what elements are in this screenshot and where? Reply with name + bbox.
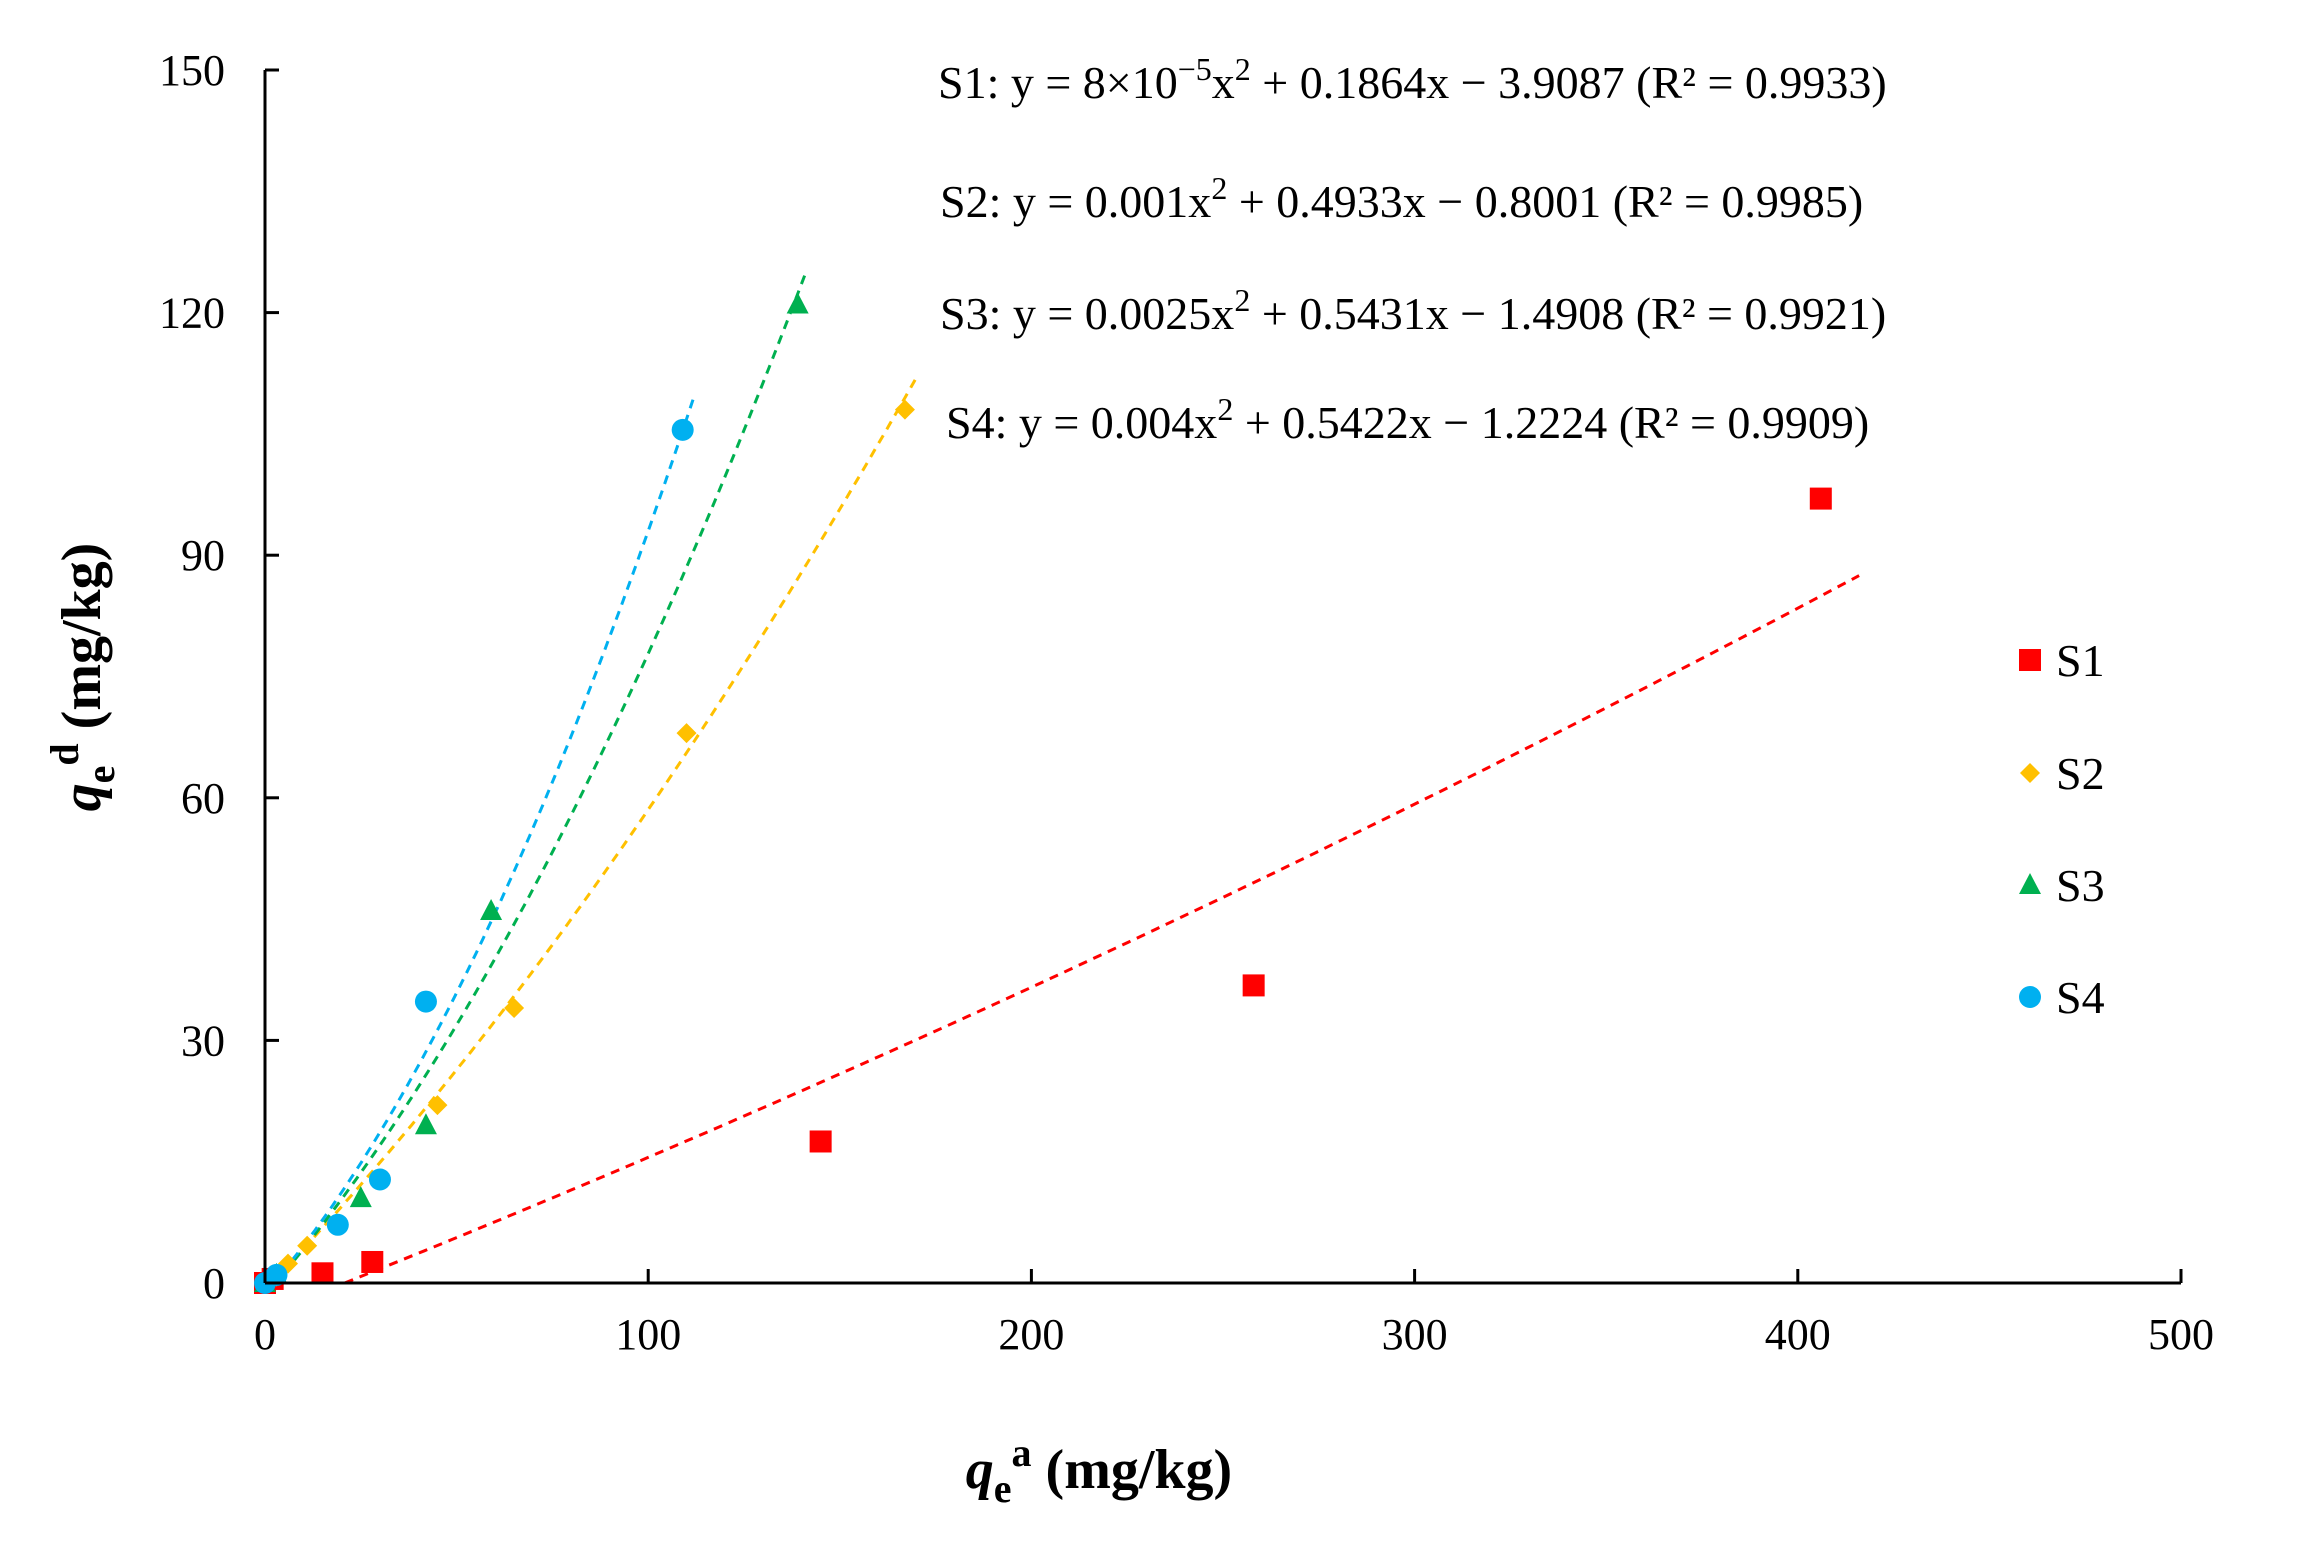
data-point-s4 [326, 1213, 349, 1236]
data-point-s1 [1242, 974, 1265, 997]
y-tick-label: 60 [181, 774, 225, 823]
data-point-s3 [414, 1113, 437, 1135]
legend-marker-s3 [2019, 873, 2041, 894]
trendline-s4 [271, 395, 696, 1286]
legend-marker-s4 [2019, 986, 2041, 1008]
x-axis-title: qea (mg/kg) [966, 1430, 1232, 1511]
trendline-s3 [272, 273, 807, 1286]
y-tick-label: 30 [181, 1016, 225, 1065]
data-point-s2 [297, 1235, 318, 1256]
data-point-s3 [349, 1186, 372, 1208]
x-tick-label: 0 [254, 1310, 276, 1359]
legend-label: S4 [2056, 972, 2105, 1023]
x-tick-label: 400 [1765, 1310, 1831, 1359]
y-tick-label: 90 [181, 531, 225, 580]
equation-s4: S4: y = 0.004x2 + 0.5422x − 1.2224 (R² =… [946, 391, 1869, 448]
legend-label: S3 [2056, 860, 2105, 911]
x-axis-title-subscript: e [994, 1466, 1012, 1511]
data-point-s2 [894, 399, 915, 420]
x-tick-label: 200 [998, 1310, 1064, 1359]
data-point-s4 [368, 1168, 391, 1191]
data-point-s3 [786, 292, 809, 314]
data-point-s1 [1809, 487, 1832, 510]
y-tick-label: 150 [159, 46, 225, 95]
equation-s1: S1: y = 8×10−5x2 + 0.1864x − 3.9087 (R² … [938, 51, 1887, 108]
trendline-layer [269, 273, 1860, 1286]
data-point-s4 [265, 1263, 288, 1286]
ticks-layer: 0 100 200 300 400 500 0 30 60 90 120 150 [159, 46, 2214, 1359]
legend-item-s1: S1 [2019, 635, 2105, 686]
trendline-s1 [344, 574, 1860, 1285]
equations-layer: S1: y = 8×10−5x2 + 0.1864x − 3.9087 (R² … [938, 51, 1887, 448]
trendline-s2 [269, 376, 918, 1285]
data-point-s2 [504, 998, 525, 1019]
legend-item-s4: S4 [2019, 972, 2105, 1023]
axes-layer [263, 70, 2181, 1285]
legend-item-s2: S2 [2020, 748, 2105, 799]
x-tick-label: 100 [615, 1310, 681, 1359]
legend-label: S2 [2056, 748, 2105, 799]
y-tick-label: 0 [203, 1259, 225, 1308]
data-point-s4 [414, 990, 437, 1013]
x-tick-label: 300 [1382, 1310, 1448, 1359]
data-point-s4 [671, 418, 694, 441]
y-tick-label: 120 [159, 289, 225, 338]
data-point-s1 [361, 1250, 384, 1273]
y-axis-title-unit: (mg/kg) [51, 543, 113, 744]
legend-label: S1 [2056, 635, 2105, 686]
data-point-s2 [427, 1095, 448, 1116]
x-tick-label: 500 [2148, 1310, 2214, 1359]
data-point-s2 [676, 723, 697, 744]
data-point-s1 [809, 1130, 832, 1153]
legend-marker-s2 [2020, 763, 2040, 783]
legend: S1 S2 S3 S4 [2019, 635, 2105, 1023]
x-axis-title-superscript: a [1012, 1430, 1032, 1475]
equation-s3: S3: y = 0.0025x2 + 0.5431x − 1.4908 (R² … [940, 282, 1886, 339]
legend-marker-s1 [2019, 649, 2041, 671]
points-layer [254, 292, 1832, 1294]
data-point-s1 [311, 1262, 334, 1285]
y-axis-title-symbol: q [51, 783, 113, 811]
y-axis-title-subscript: e [78, 766, 123, 784]
y-axis-title-superscript: d [42, 743, 87, 765]
data-point-s3 [480, 899, 503, 921]
equation-s2: S2: y = 0.001x2 + 0.4933x − 0.8001 (R² =… [940, 170, 1863, 227]
y-axis-title: qed (mg/kg) [42, 543, 123, 812]
legend-item-s3: S3 [2019, 860, 2105, 911]
x-axis-title-unit: (mg/kg) [1032, 1439, 1233, 1501]
x-axis-title-symbol: q [966, 1439, 994, 1501]
